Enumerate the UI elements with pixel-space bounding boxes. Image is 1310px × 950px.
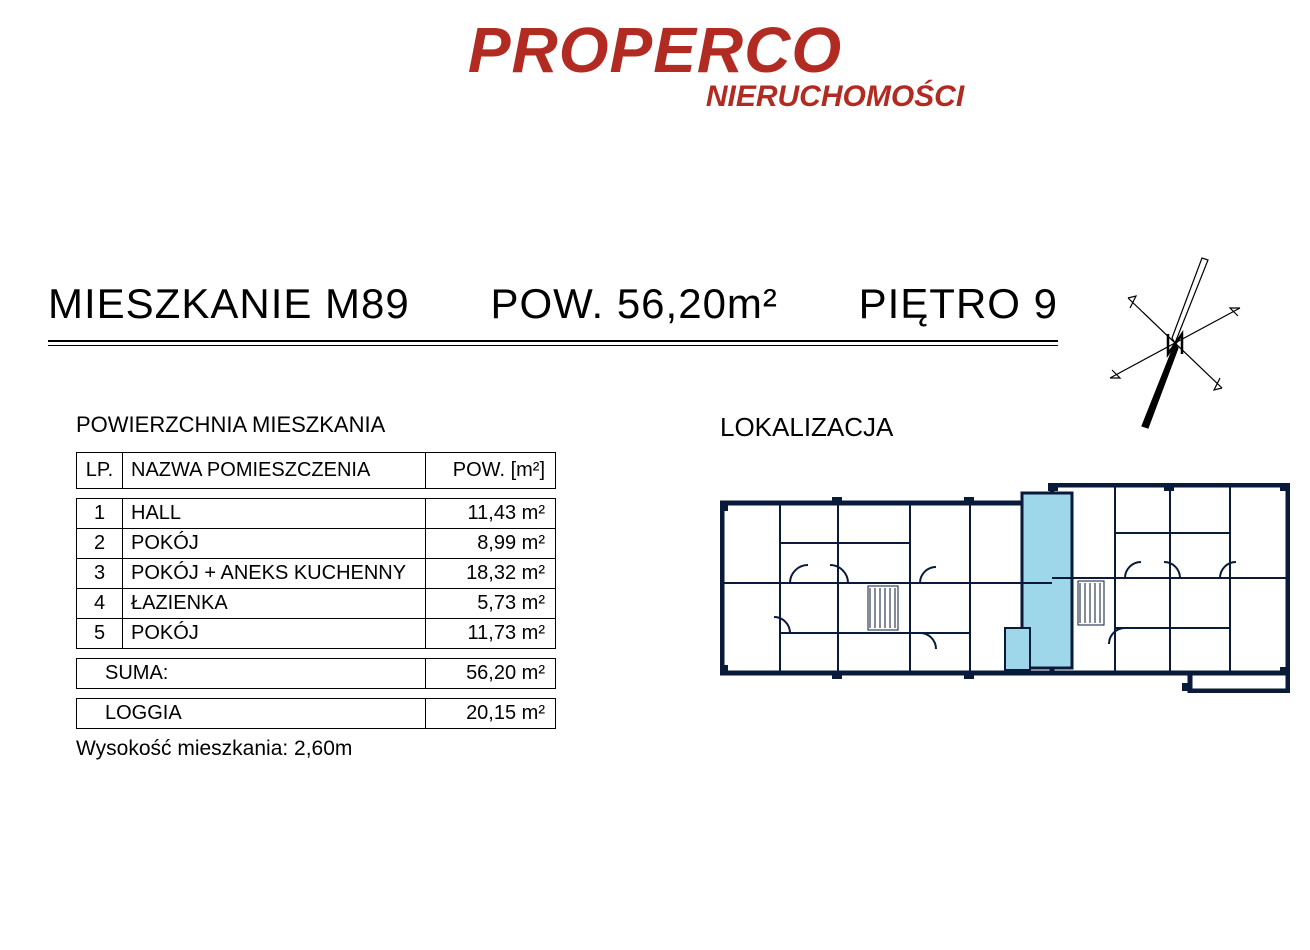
area-summary: POW. 56,20m² <box>490 280 777 328</box>
rooms-table: LP. NAZWA POMIESZCZENIA POW. [m²] 1 HALL… <box>76 452 556 729</box>
table-row: 1 HALL 11,43 m² <box>77 499 556 529</box>
floor-label: PIĘTRO 9 <box>859 280 1058 328</box>
logo-main-text: PROPERCO <box>0 18 1310 82</box>
brand-logo: PROPERCO NIERUCHOMOŚCI <box>0 18 1310 114</box>
height-note: Wysokość mieszkania: 2,60m <box>76 737 556 761</box>
location-title: LOKALIZACJA <box>720 412 1280 443</box>
page: PROPERCO NIERUCHOMOŚCI MIESZKANIE M89 PO… <box>0 0 1310 950</box>
rooms-table-section: POWIERZCHNIA MIESZKANIA LP. NAZWA POMIES… <box>76 412 556 761</box>
location-section: LOKALIZACJA <box>720 412 1280 693</box>
loggia-row: LOGGIA 20,15 m² <box>77 699 556 729</box>
floorplan-icon <box>720 483 1290 693</box>
table-row: 3 POKÓJ + ANEKS KUCHENNY 18,32 m² <box>77 559 556 589</box>
col-area: POW. [m²] <box>426 453 556 489</box>
col-name: NAZWA POMIESZCZENIA <box>123 453 426 489</box>
sum-row: SUMA: 56,20 m² <box>77 659 556 689</box>
table-header-row: LP. NAZWA POMIESZCZENIA POW. [m²] <box>77 453 556 489</box>
table-row: 2 POKÓJ 8,99 m² <box>77 529 556 559</box>
apartment-id: MIESZKANIE M89 <box>48 280 410 328</box>
table-row: 4 ŁAZIENKA 5,73 m² <box>77 589 556 619</box>
rooms-table-title: POWIERZCHNIA MIESZKANIA <box>76 412 556 438</box>
header-divider <box>48 340 1058 346</box>
header-row: MIESZKANIE M89 POW. 56,20m² PIĘTRO 9 <box>48 280 1058 328</box>
table-row: 5 POKÓJ 11,73 m² <box>77 619 556 649</box>
col-lp: LP. <box>77 453 123 489</box>
